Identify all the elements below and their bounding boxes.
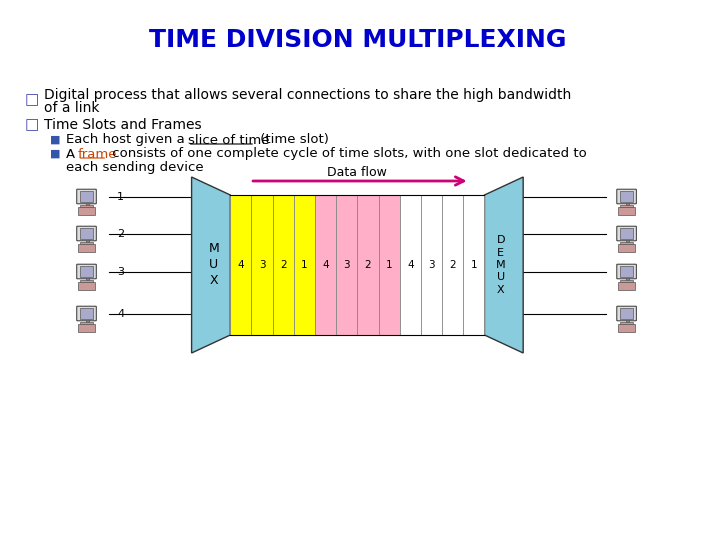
Text: 2: 2 [117,229,125,239]
Bar [620,266,634,276]
Bar [80,205,94,207]
FancyBboxPatch shape [617,264,636,279]
FancyBboxPatch shape [617,306,636,321]
Bar [336,195,357,335]
Text: 1: 1 [386,260,392,270]
Bar [357,195,379,335]
Bar [80,266,94,276]
Bar [78,207,95,215]
Bar [273,195,294,335]
FancyBboxPatch shape [77,226,96,241]
Text: □: □ [24,92,39,107]
Polygon shape [485,177,523,353]
Bar [80,228,94,239]
Bar [618,207,635,215]
Bar [463,195,485,335]
FancyBboxPatch shape [77,306,96,321]
Text: frame: frame [78,147,117,160]
Bar [442,195,463,335]
Text: Digital process that allows several connections to share the high bandwidth: Digital process that allows several conn… [44,88,571,102]
Bar [251,195,273,335]
Text: 3: 3 [428,260,435,270]
Text: 4: 4 [407,260,414,270]
Text: of a link: of a link [44,101,99,115]
Bar [618,282,635,290]
Bar [78,323,95,332]
Bar [620,322,634,323]
Text: Time Slots and Frames: Time Slots and Frames [44,118,202,132]
Text: (time slot): (time slot) [256,133,329,146]
Bar [78,282,95,290]
Text: 2: 2 [364,260,372,270]
Text: each sending device: each sending device [66,160,203,173]
Bar [620,228,634,239]
FancyBboxPatch shape [617,189,636,204]
Text: Each host given a: Each host given a [66,133,189,146]
Text: 2: 2 [280,260,287,270]
FancyBboxPatch shape [617,226,636,241]
Bar [626,320,629,322]
FancyBboxPatch shape [77,189,96,204]
Text: slice of time: slice of time [188,133,269,146]
Bar [315,195,336,335]
Text: □: □ [24,118,39,132]
Text: 3: 3 [258,260,266,270]
Bar [620,205,634,207]
Bar [400,195,421,335]
Polygon shape [192,177,230,353]
Text: 2: 2 [449,260,456,270]
Bar [80,191,94,201]
Bar [80,308,94,319]
Text: D
E
M
U
X: D E M U X [496,235,505,295]
Bar [78,244,95,252]
Bar [86,202,89,205]
Bar [80,242,94,244]
Bar [620,308,634,319]
Bar [86,278,89,280]
Text: consists of one complete cycle of time slots, with one slot dedicated to: consists of one complete cycle of time s… [108,147,587,160]
Text: Data flow: Data flow [328,165,387,179]
Text: 3: 3 [343,260,350,270]
Text: 4: 4 [117,309,125,319]
Bar [86,239,89,242]
Text: A: A [66,147,79,160]
Text: 1: 1 [301,260,307,270]
Text: 3: 3 [117,267,124,277]
Bar [620,242,634,244]
Bar [620,191,634,201]
Text: 4: 4 [323,260,329,270]
Bar [80,280,94,282]
Bar [379,195,400,335]
FancyBboxPatch shape [77,264,96,279]
Bar [421,195,442,335]
Bar [80,322,94,323]
Text: ■: ■ [50,135,61,145]
Bar [86,320,89,322]
Bar [230,195,251,335]
Text: 1: 1 [117,192,124,202]
Bar [618,323,635,332]
Text: ■: ■ [50,149,61,159]
Bar [294,195,315,335]
Bar [618,244,635,252]
Bar [626,202,629,205]
Text: M
U
X: M U X [209,242,220,287]
Bar [626,239,629,242]
Text: 4: 4 [238,260,244,270]
Bar [626,278,629,280]
Text: TIME DIVISION MULTIPLEXING: TIME DIVISION MULTIPLEXING [148,28,566,52]
Text: 1: 1 [471,260,477,270]
Bar [620,280,634,282]
